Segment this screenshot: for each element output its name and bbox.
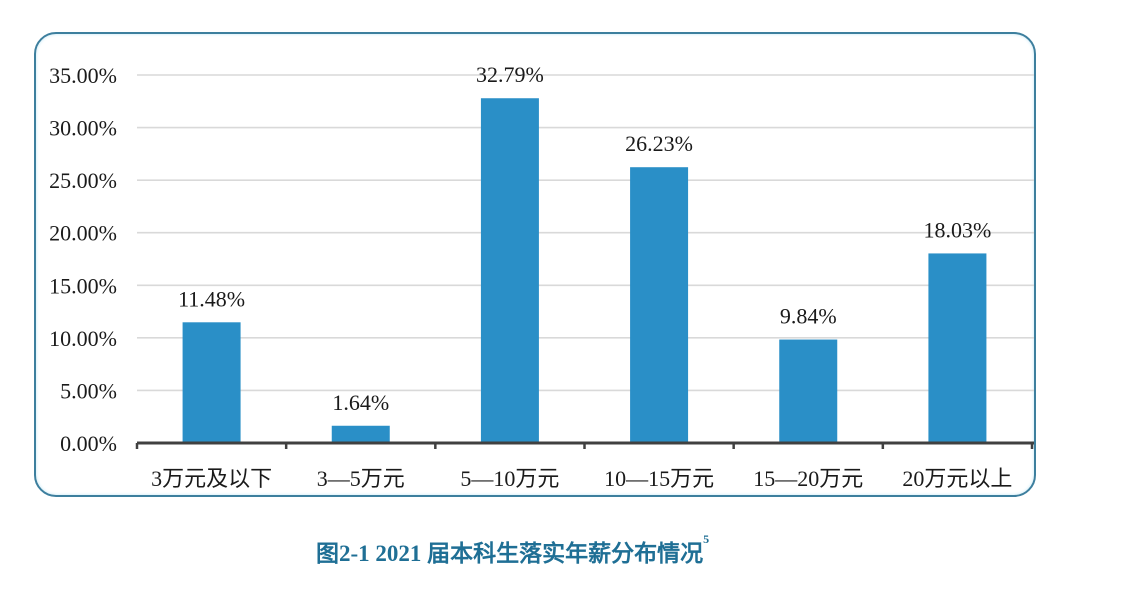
bar bbox=[331, 425, 390, 443]
y-tick-label: 0.00% bbox=[60, 431, 117, 456]
y-tick-label: 15.00% bbox=[49, 273, 117, 298]
value-label: 32.79% bbox=[476, 62, 544, 87]
value-label: 11.48% bbox=[178, 286, 245, 311]
value-label: 18.03% bbox=[924, 217, 992, 242]
x-category-label: 3万元及以下 bbox=[151, 466, 272, 491]
bar bbox=[182, 322, 241, 443]
bars bbox=[182, 98, 987, 444]
x-category-label: 3—5万元 bbox=[317, 466, 405, 491]
y-tick-label: 30.00% bbox=[49, 116, 117, 141]
bar bbox=[928, 253, 987, 443]
figure-caption: 图2-1 2021 届本科生落实年薪分布情况5 bbox=[316, 532, 710, 568]
caption-footnote: 5 bbox=[703, 532, 710, 546]
bar bbox=[630, 167, 689, 444]
chart-frame bbox=[34, 32, 1036, 497]
x-axis-labels: 3万元及以下 3—5万元 5—10万元 10—15万元 15—20万元 20万元以上 bbox=[151, 466, 1012, 491]
y-tick-label: 35.00% bbox=[49, 63, 117, 88]
x-category-label: 20万元以上 bbox=[902, 466, 1012, 491]
x-category-label: 5—10万元 bbox=[460, 466, 559, 491]
y-tick-label: 20.00% bbox=[49, 221, 117, 246]
caption-text: 图2-1 2021 届本科生落实年薪分布情况 bbox=[316, 541, 704, 566]
value-label: 9.84% bbox=[780, 304, 837, 329]
y-tick-label: 5.00% bbox=[60, 378, 117, 403]
value-labels: 11.48% 1.64% 32.79% 26.23% 9.84% 18.03% bbox=[178, 62, 991, 415]
x-axis bbox=[135, 441, 1034, 449]
value-label: 26.23% bbox=[625, 131, 693, 156]
bar bbox=[779, 339, 838, 443]
y-tick-label: 10.00% bbox=[49, 326, 117, 351]
gridlines bbox=[137, 74, 1034, 392]
value-label: 1.64% bbox=[332, 390, 389, 415]
y-tick-label: 25.00% bbox=[49, 168, 117, 193]
y-axis-ticks: 0.00% 5.00% 10.00% 15.00% 20.00% 25.00% 30.00%… bbox=[49, 63, 117, 456]
bar bbox=[480, 98, 539, 443]
x-category-label: 15—20万元 bbox=[753, 466, 863, 491]
x-category-label: 10—15万元 bbox=[604, 466, 714, 491]
